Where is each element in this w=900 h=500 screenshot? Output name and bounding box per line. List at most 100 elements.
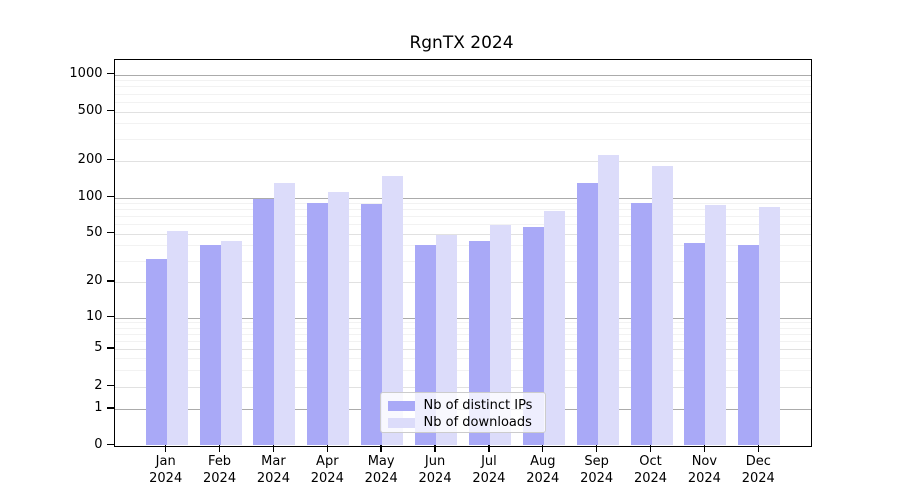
bar-downloads: [328, 191, 350, 446]
gridline-minor: [114, 327, 811, 329]
bar-downloads: [705, 204, 727, 446]
x-tick-month: Jan: [155, 454, 176, 469]
legend-entry-distinct-ips: Nb of distinct IPs: [387, 397, 545, 414]
x-tick-month: Sep: [584, 454, 609, 469]
x-tick-month: Jun: [424, 454, 446, 469]
y-tick-label: 1: [94, 400, 103, 415]
x-tick-label: Jul 2024: [457, 453, 521, 487]
x-tick-mark: [272, 444, 275, 452]
y-tick-label: 20: [85, 273, 103, 288]
gridline-minor: [114, 138, 811, 140]
y-tick-mark: [106, 443, 114, 446]
x-tick-year: 2024: [149, 471, 183, 486]
y-tick-mark: [106, 407, 114, 409]
bar-downloads: [543, 211, 565, 446]
x-tick-year: 2024: [526, 471, 560, 486]
gridline-minor: [114, 340, 811, 342]
chart-title: RgnTX 2024: [409, 33, 514, 53]
gridline-minor: [114, 358, 811, 360]
bar-distinct-ips: [684, 242, 706, 446]
x-tick-label: Jan 2024: [134, 453, 198, 487]
bar-downloads: [274, 183, 296, 446]
y-tick-mark: [106, 231, 114, 234]
bar-distinct-ips: [307, 202, 329, 446]
bar-distinct-ips: [145, 258, 167, 446]
gridline-minor: [114, 369, 811, 371]
bar-downloads: [489, 224, 511, 446]
bar-distinct-ips: [361, 203, 383, 446]
x-tick-year: 2024: [633, 471, 668, 486]
y-tick-label: 500: [77, 102, 103, 118]
gridline-major: [114, 197, 811, 199]
legend-label-distinct-ips: Nb of distinct IPs: [423, 397, 533, 413]
bar-downloads: [759, 206, 781, 446]
bar-distinct-ips: [738, 245, 760, 446]
legend-swatch-distinct-ips-icon: [387, 400, 415, 411]
y-tick-mark: [106, 72, 114, 75]
y-tick-mark: [106, 109, 114, 112]
legend-entry-downloads: Nb of downloads: [387, 414, 545, 431]
gridline-minor: [114, 80, 811, 82]
x-tick-label: Oct 2024: [619, 453, 683, 487]
gridline-minor: [114, 93, 811, 95]
gridline-minor: [114, 101, 811, 103]
x-tick-year: 2024: [364, 471, 398, 486]
x-tick-mark: [165, 444, 167, 452]
gridline-minor: [114, 322, 811, 324]
bar-downloads: [382, 176, 404, 446]
x-tick-mark: [326, 444, 328, 452]
x-tick-label: Aug 2024: [511, 453, 575, 487]
y-tick-label: 1000: [69, 65, 103, 81]
y-tick-label: 2: [94, 377, 103, 393]
gridline-minor: [114, 333, 811, 335]
bar-distinct-ips: [576, 183, 598, 446]
x-tick-label: Mar 2024: [241, 453, 305, 487]
y-tick-label: 200: [77, 151, 103, 167]
bar-distinct-ips: [253, 199, 275, 446]
x-tick-label: Nov 2024: [672, 453, 736, 487]
x-tick-label: Dec 2024: [726, 453, 790, 487]
gridline-minor: [114, 224, 811, 226]
y-tick-mark: [106, 195, 114, 198]
x-tick-month: Aug: [530, 454, 556, 469]
gridline-major: [114, 317, 811, 319]
x-tick-year: 2024: [310, 471, 344, 486]
gridline-minor: [114, 216, 811, 218]
y-tick-mark: [106, 158, 114, 161]
gridlines-layer: [114, 60, 811, 446]
x-tick-year: 2024: [741, 471, 775, 486]
legend-label-downloads: Nb of downloads: [423, 414, 532, 430]
x-tick-mark: [434, 444, 436, 452]
x-tick-label: Feb 2024: [188, 453, 252, 487]
gridline-minor: [114, 245, 811, 247]
legend-swatch-downloads-icon: [387, 417, 415, 428]
x-tick-month: Nov: [691, 454, 718, 469]
bars-layer: [115, 60, 812, 446]
bar-distinct-ips: [630, 202, 652, 446]
x-tick-month: May: [367, 454, 395, 469]
x-tick-year: 2024: [472, 471, 506, 486]
x-tick-year: 2024: [203, 471, 237, 486]
bar-distinct-ips: [199, 245, 221, 446]
y-tick-label: 10: [85, 308, 103, 324]
x-tick-mark: [488, 444, 490, 452]
x-tick-mark: [757, 444, 759, 452]
x-tick-year: 2024: [418, 471, 452, 486]
gridline-labeled: [114, 160, 811, 162]
legend: Nb of distinct IPs Nb of downloads: [379, 392, 546, 433]
y-tick-label: 100: [77, 188, 103, 204]
y-tick-mark: [106, 347, 114, 349]
gridline-labeled: [114, 282, 811, 283]
y-tick-label: 50: [85, 224, 103, 240]
plot-area: Nb of distinct IPs Nb of downloads: [113, 59, 812, 447]
y-tick-label: 0: [94, 436, 103, 452]
x-tick-mark: [649, 444, 652, 452]
x-tick-year: 2024: [580, 471, 614, 486]
gridline-major: [114, 74, 811, 76]
y-tick-mark: [106, 280, 114, 282]
x-tick-mark: [218, 444, 221, 452]
bar-downloads: [166, 231, 188, 446]
